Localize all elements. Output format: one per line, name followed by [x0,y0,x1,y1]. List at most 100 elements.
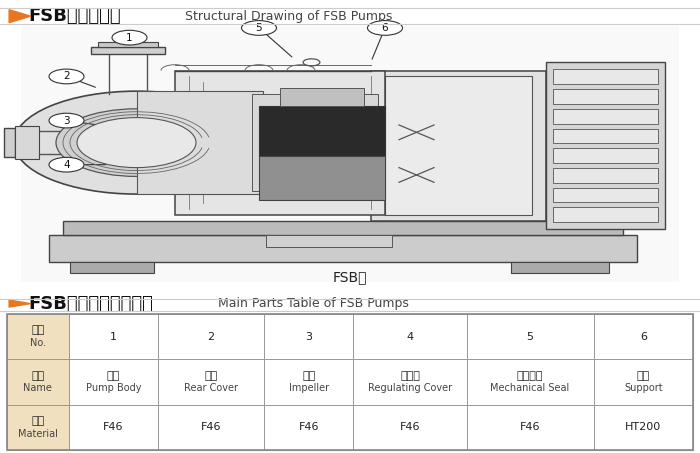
Circle shape [368,20,402,35]
Polygon shape [371,71,546,221]
Circle shape [49,157,84,172]
Polygon shape [553,89,658,104]
Text: 1: 1 [110,332,117,342]
FancyBboxPatch shape [467,359,594,405]
Text: Mechanical Seal: Mechanical Seal [491,383,570,393]
Circle shape [49,113,84,128]
Polygon shape [63,221,623,235]
Polygon shape [70,262,154,274]
Circle shape [112,30,147,45]
FancyBboxPatch shape [467,405,594,450]
Text: 名称: 名称 [32,371,45,381]
Polygon shape [259,156,385,200]
Polygon shape [553,69,658,84]
FancyBboxPatch shape [158,314,265,359]
Text: F46: F46 [103,422,124,432]
Text: FSB型: FSB型 [332,270,368,284]
Polygon shape [553,207,658,222]
Polygon shape [553,168,658,183]
Text: Pump Body: Pump Body [85,383,141,393]
FancyBboxPatch shape [265,314,354,359]
Polygon shape [9,10,31,23]
FancyBboxPatch shape [265,405,354,450]
Text: Structural Drawing of FSB Pumps: Structural Drawing of FSB Pumps [181,10,392,23]
FancyBboxPatch shape [354,405,467,450]
Polygon shape [553,129,658,143]
Text: 材料: 材料 [32,416,45,426]
Polygon shape [98,42,158,47]
Polygon shape [385,77,532,215]
Polygon shape [91,47,164,54]
Circle shape [77,118,196,168]
FancyBboxPatch shape [158,405,265,450]
Text: Support: Support [624,383,663,393]
FancyBboxPatch shape [594,405,693,450]
Text: 5: 5 [526,332,533,342]
FancyBboxPatch shape [158,359,265,405]
Circle shape [56,109,217,176]
Text: 3: 3 [63,116,70,125]
Polygon shape [280,88,364,106]
Text: 泵体: 泵体 [106,371,120,381]
Polygon shape [49,235,637,262]
Text: F46: F46 [299,422,319,432]
FancyBboxPatch shape [265,359,354,405]
Text: Rear Cover: Rear Cover [184,383,238,393]
Polygon shape [252,94,378,191]
Text: 3: 3 [305,332,312,342]
Circle shape [49,69,84,84]
FancyBboxPatch shape [354,359,467,405]
Text: F46: F46 [520,422,540,432]
Polygon shape [511,262,609,274]
Text: 支架: 支架 [636,371,650,381]
Text: Regulating Cover: Regulating Cover [368,383,452,393]
Text: F46: F46 [201,422,221,432]
Text: 6: 6 [640,332,647,342]
FancyBboxPatch shape [7,359,69,405]
Text: 2: 2 [63,72,70,82]
Text: 调整盖: 调整盖 [400,371,420,381]
Polygon shape [553,188,658,202]
Text: 叶轮: 叶轮 [302,371,316,381]
Polygon shape [4,128,15,157]
Text: Main Parts Table of FSB Pumps: Main Parts Table of FSB Pumps [214,297,408,310]
FancyBboxPatch shape [594,359,693,405]
Polygon shape [15,126,38,159]
Text: HT200: HT200 [625,422,662,432]
Text: Name: Name [23,383,52,393]
Polygon shape [553,109,658,124]
Polygon shape [546,62,665,229]
Text: 4: 4 [407,332,414,342]
Text: FSB型泵主要零部件表: FSB型泵主要零部件表 [28,294,153,313]
FancyBboxPatch shape [69,314,158,359]
FancyBboxPatch shape [594,314,693,359]
Polygon shape [9,300,31,307]
Circle shape [14,91,259,194]
FancyBboxPatch shape [7,405,69,450]
Text: No.: No. [30,338,46,348]
Text: 6: 6 [382,23,388,33]
Text: 1: 1 [126,33,133,43]
Text: 后盖: 后盖 [204,371,218,381]
Text: 机封密封: 机封密封 [517,371,543,381]
Polygon shape [21,26,679,282]
FancyBboxPatch shape [7,314,693,450]
Polygon shape [136,91,262,194]
Circle shape [241,20,276,35]
Polygon shape [175,71,385,215]
Polygon shape [266,235,392,247]
Polygon shape [259,106,385,156]
FancyBboxPatch shape [69,405,158,450]
FancyBboxPatch shape [467,314,594,359]
FancyBboxPatch shape [354,314,467,359]
Text: 5: 5 [256,23,262,33]
Text: 4: 4 [63,159,70,170]
Text: 序号: 序号 [32,325,45,335]
Polygon shape [553,148,658,163]
Text: Material: Material [18,429,58,439]
Text: 2: 2 [207,332,215,342]
FancyBboxPatch shape [7,314,69,359]
Text: Impeller: Impeller [289,383,329,393]
Text: F46: F46 [400,422,420,432]
Text: FSB型泵结构图: FSB型泵结构图 [28,7,120,25]
